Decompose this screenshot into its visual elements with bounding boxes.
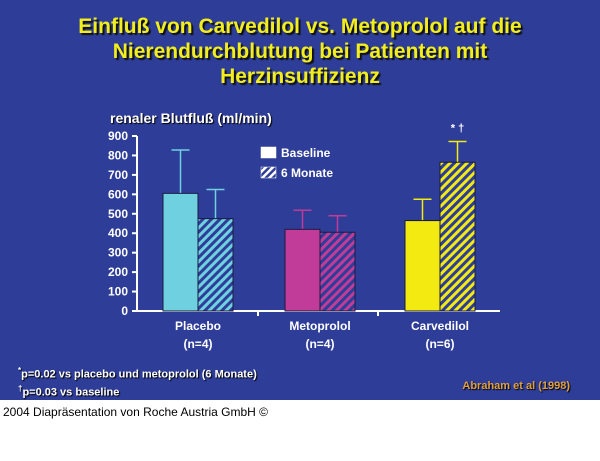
y-tick-label: 900 bbox=[108, 129, 128, 143]
y-tick-label: 300 bbox=[108, 246, 128, 260]
footnotes: *p=0.02 vs placebo und metoprolol (6 Mon… bbox=[18, 364, 257, 399]
x-tick-sublabel: (n=4) bbox=[305, 337, 334, 351]
bar-placebo-6-monate bbox=[197, 218, 234, 312]
y-tick-label: 200 bbox=[108, 265, 128, 279]
footnote: †p=0.03 vs baseline bbox=[18, 383, 120, 399]
legend-label: 6 Monate bbox=[281, 166, 333, 180]
y-tick-label: 500 bbox=[108, 207, 128, 221]
slide-title: Einfluß von Carvedilol vs. Metoprolol au… bbox=[0, 14, 600, 89]
bar-metoprolol-baseline bbox=[284, 228, 321, 312]
title-line: Nierendurchblutung bei Patienten mit bbox=[112, 40, 488, 63]
bar-chart: 0 100 200 300 400 500 600 700 800 900 Placebo (n=4)… bbox=[108, 122, 500, 351]
y-tick-label: 400 bbox=[108, 226, 128, 240]
legend-swatch bbox=[260, 146, 277, 159]
x-tick-label: Carvedilol bbox=[411, 319, 469, 333]
x-tick-sublabel: (n=4) bbox=[183, 337, 212, 351]
bar-placebo-baseline bbox=[162, 192, 199, 312]
y-tick-label: 700 bbox=[108, 168, 128, 182]
title-line: Herzinsuffizienz bbox=[220, 65, 380, 88]
x-tick-label: Placebo bbox=[175, 319, 221, 333]
footnote: *p=0.02 vs placebo und metoprolol (6 Mon… bbox=[18, 366, 257, 381]
title-line: Einfluß von Carvedilol vs. Metoprolol au… bbox=[78, 15, 522, 38]
x-tick-label: Metoprolol bbox=[289, 319, 350, 333]
legend-label: Baseline bbox=[281, 146, 331, 160]
bar-carvedilol-6-monate bbox=[439, 161, 476, 312]
y-tick-label: 800 bbox=[108, 148, 128, 162]
significance-annotation: * † bbox=[451, 122, 464, 134]
y-tick-label: 100 bbox=[108, 285, 128, 299]
copyright: 2004 Diapräsentation von Roche Austria G… bbox=[3, 405, 268, 419]
y-tick-label: 600 bbox=[108, 187, 128, 201]
bar-carvedilol-baseline bbox=[404, 220, 441, 312]
x-tick-sublabel: (n=6) bbox=[425, 337, 454, 351]
y-axis-label: renaler Blutfluß (ml/min) bbox=[110, 110, 272, 126]
y-tick-label: 0 bbox=[121, 304, 128, 318]
bar-metoprolol-6-monate bbox=[319, 231, 356, 312]
slide: Einfluß von Carvedilol vs. Metoprolol au… bbox=[0, 0, 600, 400]
citation: Abraham et al (1998) bbox=[462, 380, 570, 392]
legend-swatch bbox=[260, 166, 277, 179]
